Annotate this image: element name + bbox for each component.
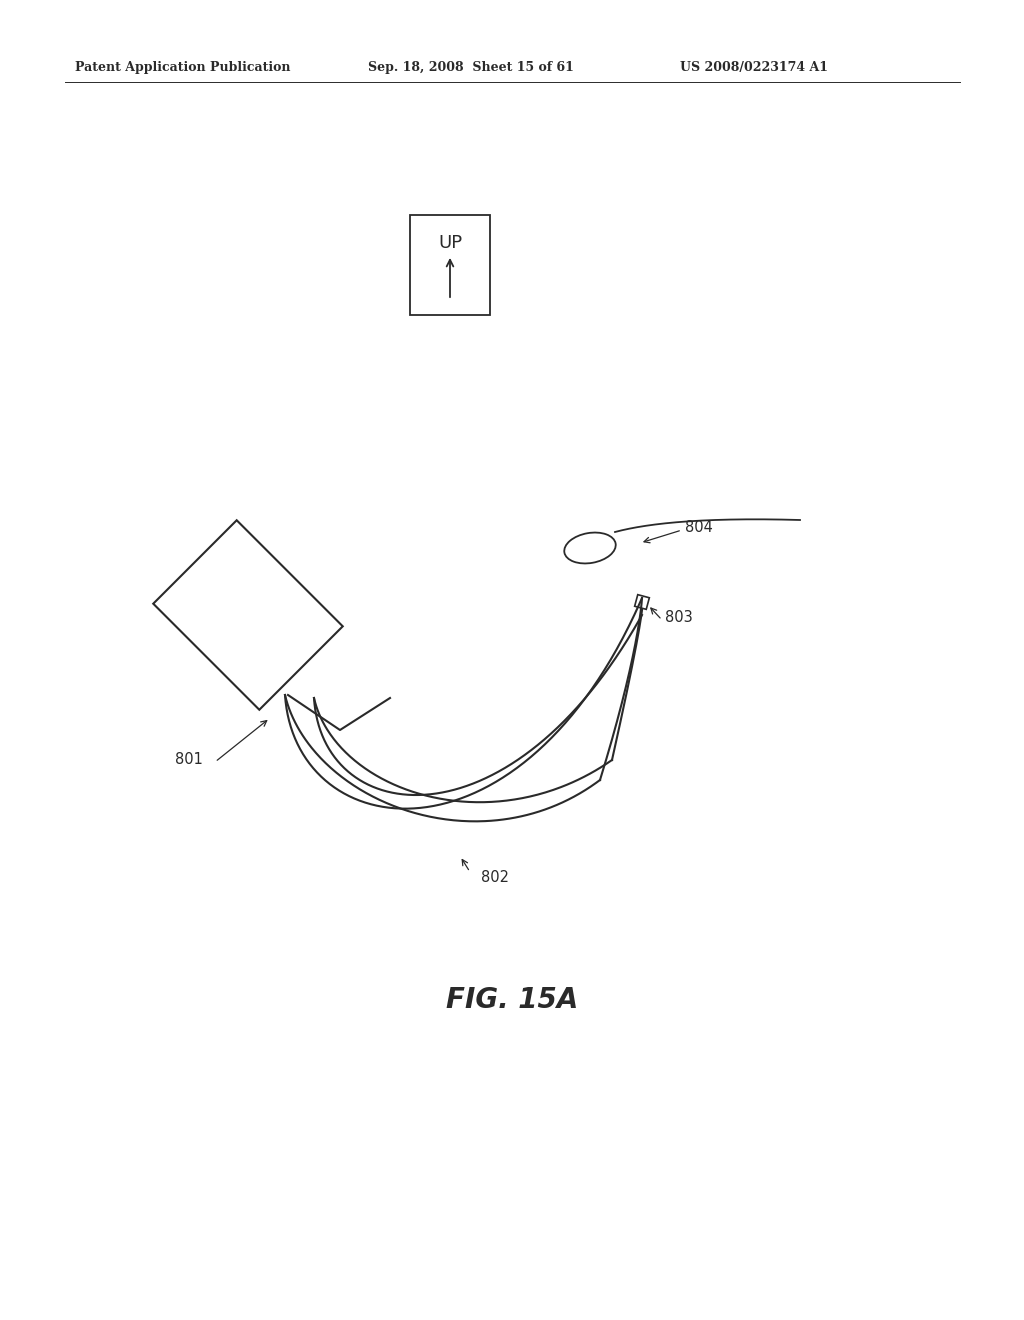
Bar [410, 215, 490, 315]
Text: 804: 804 [685, 520, 713, 536]
Text: 803: 803 [665, 610, 693, 626]
Text: FIG. 15A: FIG. 15A [445, 986, 579, 1014]
Text: US 2008/0223174 A1: US 2008/0223174 A1 [680, 62, 828, 74]
Text: 801: 801 [175, 752, 203, 767]
Text: Patent Application Publication: Patent Application Publication [75, 62, 291, 74]
Text: Sep. 18, 2008  Sheet 15 of 61: Sep. 18, 2008 Sheet 15 of 61 [368, 62, 573, 74]
Text: 802: 802 [481, 870, 509, 884]
Text: UP: UP [438, 234, 462, 252]
